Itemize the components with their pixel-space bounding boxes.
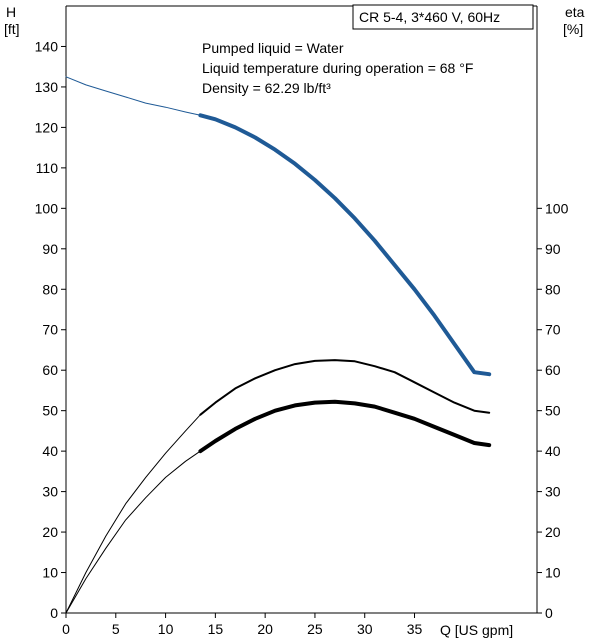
y-right-tick-label: 80 [545,281,561,297]
y-left-tick-label: 140 [35,38,59,54]
title-box: CR 5-4, 3*460 V, 60Hz [352,4,534,30]
right-axis-title-line1: eta [565,4,585,20]
y-left-tick-label: 20 [42,524,58,540]
series-0-operating-curve [198,113,492,377]
y-left-tick-label: 70 [42,322,58,338]
left-axis-title-line1: H [6,4,16,20]
axis-ticks: 0102030405060708090100110120130140010203… [35,38,569,637]
y-right-tick-label: 90 [545,241,561,257]
x-tick-label: 0 [62,621,70,637]
y-left-tick-label: 10 [42,565,58,581]
y-left-tick-label: 0 [50,605,58,621]
title-box-border [352,4,534,30]
series-2-extended-curve [65,450,201,614]
x-tick-label: 5 [112,621,120,637]
x-tick-label: 20 [257,621,273,637]
y-right-tick-label: 30 [545,484,561,500]
y-right-tick-label: 0 [545,605,553,621]
right-axis-title-line2: [%] [563,21,583,37]
x-tick-label: 25 [307,621,323,637]
y-right-tick-label: 70 [545,322,561,338]
y-left-tick-label: 120 [35,119,59,135]
left-axis-title: H [ft] [4,4,20,37]
info-liquid-temperature: Liquid temperature during operation = 68… [202,60,473,76]
x-tick-label: 10 [158,621,174,637]
x-axis-title: Q [US gpm] [440,622,513,638]
series-0-extended-curve [65,76,201,116]
y-left-tick-label: 90 [42,241,58,257]
x-tick-label: 35 [407,621,423,637]
plot-frame [65,5,538,614]
info-pumped-liquid: Pumped liquid = Water [202,40,344,56]
y-right-tick-label: 10 [545,565,561,581]
series-2-operating-curve [198,399,492,454]
y-left-tick-label: 50 [42,403,58,419]
y-left-tick-label: 130 [35,79,59,95]
y-right-tick-label: 100 [545,200,569,216]
series-1-operating-curve [199,359,491,416]
right-axis-title: eta [%] [563,4,585,37]
y-left-tick-label: 40 [42,443,58,459]
y-left-tick-label: 80 [42,281,58,297]
data-series [65,76,492,614]
y-right-tick-label: 20 [545,524,561,540]
y-left-tick-label: 60 [42,362,58,378]
x-tick-label: 30 [357,621,373,637]
y-right-tick-label: 50 [545,403,561,419]
info-density: Density = 62.29 lb/ft³ [202,80,331,96]
y-left-tick-label: 30 [42,484,58,500]
chart-title: CR 5-4, 3*460 V, 60Hz [359,9,500,25]
series-1-extended-curve [65,414,201,614]
info-block: Pumped liquid = Water Liquid temperature… [202,40,473,96]
y-left-tick-label: 110 [36,160,59,176]
y-right-tick-label: 60 [545,362,561,378]
left-axis-title-line2: [ft] [4,21,20,37]
y-left-tick-label: 100 [35,200,59,216]
y-right-tick-label: 40 [545,443,561,459]
x-tick-label: 15 [208,621,224,637]
